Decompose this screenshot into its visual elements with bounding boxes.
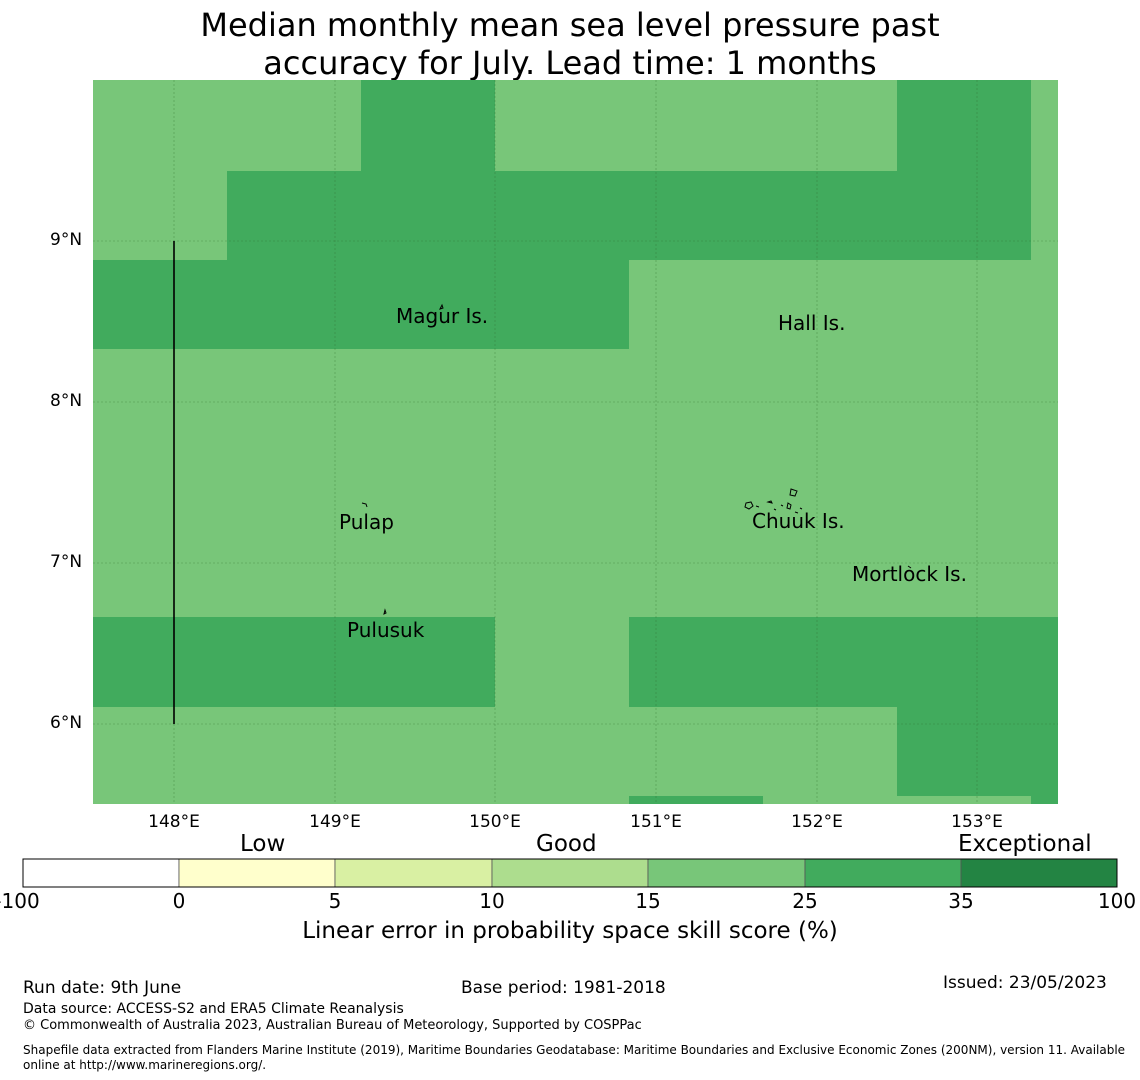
skill-cell	[629, 617, 1058, 707]
issued-date: Issued: 23/05/2023	[943, 973, 1107, 993]
lon-label-149e: 149°E	[309, 812, 361, 832]
place-label-mortlock: Mortlock Is.	[852, 562, 967, 586]
lat-label-8n: 8°N	[50, 391, 83, 411]
colorbar-tick-0: 0	[172, 889, 186, 913]
place-label-pulap: Pulap	[339, 510, 394, 534]
skill-cell	[629, 796, 763, 804]
colorbar-tick-25: 25	[792, 889, 818, 913]
pulap-island-shape	[361, 502, 368, 508]
lat-label-7n: 7°N	[50, 552, 83, 572]
skill-cell	[629, 260, 1058, 349]
skill-cell	[897, 707, 1058, 796]
lon-label-151e: 151°E	[630, 812, 682, 832]
colorbar-bin-0-5	[178, 858, 336, 888]
colorbar-bin-15-25	[647, 858, 806, 888]
skill-cell	[227, 171, 1031, 260]
skill-cell	[361, 80, 495, 171]
lon-label-152e: 152°E	[791, 812, 843, 832]
colorbar-label: Linear error in probability space skill …	[302, 918, 838, 944]
colorbar-tick-100: 100	[1097, 889, 1137, 913]
skill-cells-15-25	[629, 80, 1058, 349]
colorbar-tick-15: 15	[635, 889, 661, 913]
colorbar-bin-25-35	[804, 858, 962, 888]
place-labels: Magur Is. Hall Is. Pulap Chuuk Is. Mortl…	[339, 304, 967, 642]
colorbar	[22, 858, 1118, 888]
colorbar-tick-35: 35	[948, 889, 974, 913]
base-period: Base period: 1981-2018	[461, 978, 666, 998]
title-line-1: Median monthly mean sea level pressure p…	[200, 6, 940, 44]
colorbar-frame	[22, 858, 1118, 888]
category-good: Good	[536, 831, 597, 857]
place-label-chuuk: Chuuk Is.	[752, 509, 845, 533]
place-label-magur: Magur Is.	[396, 304, 488, 328]
category-low: Low	[240, 831, 286, 857]
shapefile-credit-line-1: Shapefile data extracted from Flanders M…	[23, 1043, 1126, 1057]
title-line-2: accuracy for July. Lead time: 1 months	[263, 44, 877, 82]
pulusuk-island-shape	[383, 608, 387, 615]
run-date: Run date: 9th June	[23, 978, 182, 998]
category-exceptional: Exceptional	[958, 831, 1092, 857]
colorbar-tick-5: 5	[328, 889, 342, 913]
place-label-hall: Hall Is.	[778, 311, 845, 335]
lon-label-153e: 153°E	[951, 812, 1003, 832]
lat-label-9n: 9°N	[50, 230, 83, 250]
map-title: Median monthly mean sea level pressure p…	[0, 6, 1140, 82]
lon-label-148e: 148°E	[148, 812, 200, 832]
island-shapes	[361, 303, 912, 615]
lat-label-6n: 6°N	[50, 713, 83, 733]
chuuk-lagoon-shape	[744, 488, 803, 514]
skill-cell	[1031, 171, 1058, 260]
place-label-pulusuk: Pulusuk	[347, 618, 425, 642]
copyright: © Commonwealth of Australia 2023, Austra…	[23, 1018, 642, 1033]
skill-cell	[1031, 80, 1058, 171]
colorbar-bin-10-15	[491, 858, 649, 888]
lon-label-150e: 150°E	[469, 812, 521, 832]
skill-cell	[897, 80, 1031, 171]
skill-cell	[93, 260, 629, 349]
colorbar-bin-neg100-0	[22, 858, 180, 888]
shapefile-credit-line-2: online at http://www.marineregions.org/.	[23, 1058, 267, 1072]
skill-cell	[1031, 796, 1058, 804]
skill-cells-25-35	[93, 80, 1058, 804]
data-source: Data source: ACCESS-S2 and ERA5 Climate …	[23, 1001, 404, 1017]
magur-island-shape	[439, 303, 444, 310]
mortlock-island-shape	[907, 565, 912, 569]
colorbar-bin-5-10	[334, 858, 493, 888]
colorbar-bin-35-100	[960, 858, 1118, 888]
skill-cell	[93, 617, 495, 707]
colorbar-tick-10: 10	[479, 889, 505, 913]
colorbar-tick-neg100: -100	[0, 889, 40, 913]
